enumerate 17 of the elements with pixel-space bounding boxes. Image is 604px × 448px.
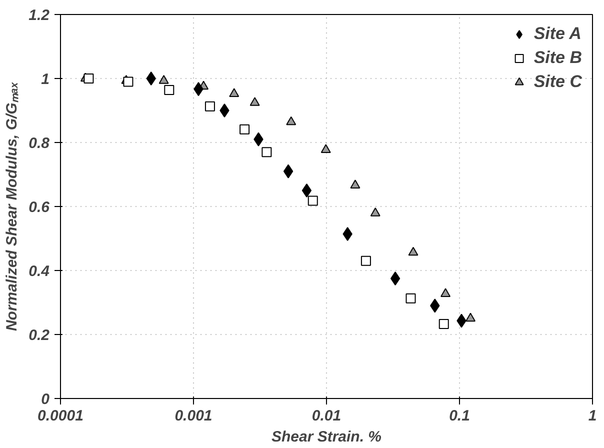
y-tick-label: 1 xyxy=(41,71,50,88)
x-tick-label: 0.0001 xyxy=(38,408,84,424)
x-tick-label: 1 xyxy=(588,408,597,424)
x-tick-label: 0.01 xyxy=(312,408,342,424)
y-tick-label: 1.2 xyxy=(28,7,50,24)
y-tick-label: 0.6 xyxy=(28,199,50,216)
x-axis-title: Shear Strain. % xyxy=(271,428,382,446)
legend-label: Site A xyxy=(534,24,582,44)
legend-label: Site B xyxy=(534,48,582,68)
y-tick-label: 0.8 xyxy=(28,135,50,152)
y-tick-label: 0.2 xyxy=(28,327,50,344)
y-tick-label: 0.4 xyxy=(28,263,50,280)
x-tick-label: 0.1 xyxy=(449,408,470,424)
legend-label: Site C xyxy=(534,72,582,92)
y-tick-label: 0 xyxy=(41,391,50,408)
x-tick-label: 0.001 xyxy=(174,408,212,424)
y-axis-title: Normalized Shear Modulus, G/Gₘₐₓ xyxy=(4,82,21,332)
